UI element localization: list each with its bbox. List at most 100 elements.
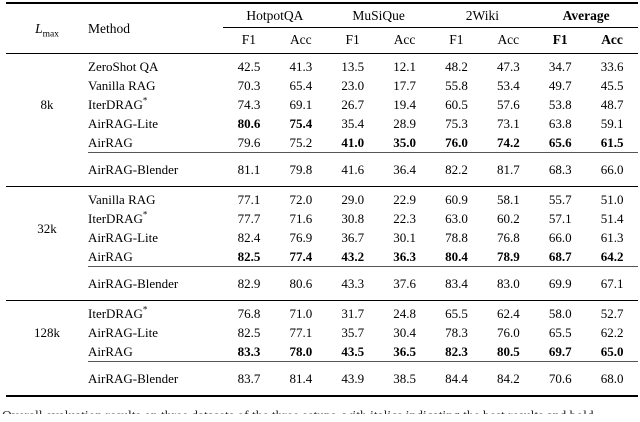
value-cell: 81.7 — [482, 152, 535, 187]
table-row: IterDRAG* 77.7 71.6 30.8 22.3 63.0 60.2 57.1 51.… — [6, 209, 638, 228]
value-cell: 64.2 — [600, 249, 624, 264]
value-cell: 82.5 — [237, 325, 261, 340]
value-cell: 65.0 — [600, 344, 624, 359]
metric-header-row: F1 Acc F1 Acc F1 Acc F1 Acc — [6, 27, 638, 54]
value-cell: 69.1 — [289, 97, 313, 112]
value-cell: 41.6 — [326, 152, 379, 187]
value-cell: 62.4 — [496, 306, 520, 321]
method-cell: IterDRAG* — [88, 209, 148, 226]
value-cell: 43.9 — [326, 361, 379, 397]
value-cell: 17.7 — [393, 78, 416, 93]
group-header-2wiki: 2Wiki — [430, 3, 535, 28]
value-cell: 55.7 — [548, 192, 572, 207]
value-cell: 84.2 — [482, 361, 535, 397]
table-row: AirRAG-Lite 80.6 75.4 35.4 28.9 75.3 73.1 63.8 5… — [6, 114, 638, 133]
value-cell: 22.3 — [393, 211, 416, 226]
value-cell: 61.5 — [600, 135, 624, 150]
metric-header-acc: Acc — [378, 27, 431, 54]
value-cell: 67.1 — [586, 266, 638, 301]
caption-fragment: Overall evaluation results on three data… — [2, 408, 638, 414]
group-header-row: Lmax Method HotpotQA MuSiQue 2Wiki Avera… — [6, 3, 638, 54]
table-row: AirRAG-Lite 82.5 77.1 35.7 30.4 78.3 76.0 65.5 6… — [6, 323, 638, 342]
value-cell: 65.5 — [548, 325, 572, 340]
value-cell: 29.0 — [341, 192, 365, 207]
value-cell: 78.0 — [289, 344, 313, 359]
table-row: 128k IterDRAG* 76.8 71.0 31.7 24.8 65.5 62.4 58.… — [6, 301, 638, 340]
value-cell: 82.5 — [237, 249, 261, 264]
value-cell: 53.4 — [496, 78, 520, 93]
lmax-cell: 128k — [34, 325, 60, 341]
value-cell: 57.1 — [548, 211, 572, 226]
method-cell: IterDRAG* — [88, 304, 148, 321]
value-cell: 58.1 — [496, 192, 520, 207]
lmax-cell: 32k — [37, 220, 57, 236]
method-cell: AirRAG-Blender — [88, 361, 223, 397]
value-cell: 76.0 — [445, 135, 468, 150]
method-cell: IterDRAG* — [88, 95, 148, 112]
value-cell: 80.6 — [237, 116, 261, 131]
value-cell: 76.8 — [237, 306, 261, 321]
value-cell: 78.9 — [496, 249, 520, 264]
value-cell: 63.8 — [548, 116, 572, 131]
value-cell: 45.5 — [600, 78, 624, 93]
value-cell: 48.2 — [445, 59, 468, 74]
value-cell: 78.3 — [445, 325, 468, 340]
method-cell: AirRAG-Lite — [88, 116, 159, 131]
value-cell: 76.8 — [496, 230, 520, 245]
value-cell: 80.6 — [274, 266, 327, 301]
value-cell: 63.0 — [445, 211, 468, 226]
value-cell: 12.1 — [393, 59, 416, 74]
group-header-hotpotqa: HotpotQA — [223, 3, 327, 28]
value-cell: 81.4 — [274, 361, 327, 397]
table-row: 8k ZeroShot QA 42.5 41.3 13.5 12.1 48.2 47.3 34.… — [6, 54, 638, 112]
value-cell: 13.5 — [341, 59, 365, 74]
method-cell: ZeroShot QA — [88, 59, 159, 74]
value-cell: 83.4 — [430, 266, 483, 301]
value-cell: 72.0 — [289, 192, 313, 207]
value-cell: 52.7 — [600, 306, 624, 321]
value-cell: 70.3 — [237, 78, 261, 93]
value-cell: 74.3 — [237, 97, 261, 112]
value-cell: 75.2 — [289, 135, 313, 150]
method-cell: Vanilla RAG — [88, 192, 156, 207]
metric-header-f1: F1 — [223, 27, 275, 54]
value-cell: 81.1 — [223, 152, 275, 187]
method-cell: AirRAG-Blender — [88, 152, 223, 187]
metric-header-acc-avg: Acc — [586, 27, 638, 54]
lmax-spacer — [6, 266, 88, 301]
value-cell: 60.2 — [496, 211, 520, 226]
value-cell: 41.3 — [289, 59, 313, 74]
value-cell: 77.1 — [237, 192, 261, 207]
value-cell: 60.5 — [445, 97, 468, 112]
value-cell: 75.4 — [289, 116, 313, 131]
value-cell: 74.2 — [496, 135, 520, 150]
value-cell: 51.0 — [600, 192, 624, 207]
value-cell: 79.8 — [274, 152, 327, 187]
value-cell: 48.7 — [600, 97, 624, 112]
value-cell: 68.3 — [534, 152, 587, 187]
value-cell: 83.7 — [223, 361, 275, 397]
results-table: Lmax Method HotpotQA MuSiQue 2Wiki Avera… — [6, 2, 638, 397]
value-cell: 82.3 — [445, 344, 468, 359]
col-header-method: Method — [88, 3, 223, 54]
method-cell: AirRAG — [88, 135, 133, 150]
value-cell: 36.3 — [393, 249, 416, 264]
value-cell: 36.5 — [393, 344, 416, 359]
value-cell: 75.3 — [445, 116, 468, 131]
value-cell: 83.0 — [482, 266, 535, 301]
method-cell: Vanilla RAG — [88, 78, 156, 93]
value-cell: 66.0 — [586, 152, 638, 187]
method-cell: AirRAG — [88, 249, 133, 264]
blender-row: AirRAG-Blender 81.1 79.8 41.6 36.4 82.2 81.7 68… — [6, 152, 638, 187]
value-cell: 80.5 — [496, 344, 520, 359]
blender-row: AirRAG-Blender 83.7 81.4 43.9 38.5 84.4 84.2 70… — [6, 361, 638, 397]
value-cell: 38.5 — [378, 361, 431, 397]
value-cell: 28.9 — [393, 116, 416, 131]
value-cell: 30.4 — [393, 325, 416, 340]
value-cell: 35.7 — [341, 325, 365, 340]
value-cell: 83.3 — [237, 344, 261, 359]
value-cell: 42.5 — [237, 59, 261, 74]
value-cell: 30.8 — [341, 211, 365, 226]
table-row: IterDRAG* 74.3 69.1 26.7 19.4 60.5 57.6 53.8 48.… — [6, 95, 638, 114]
value-cell: 77.7 — [237, 211, 261, 226]
